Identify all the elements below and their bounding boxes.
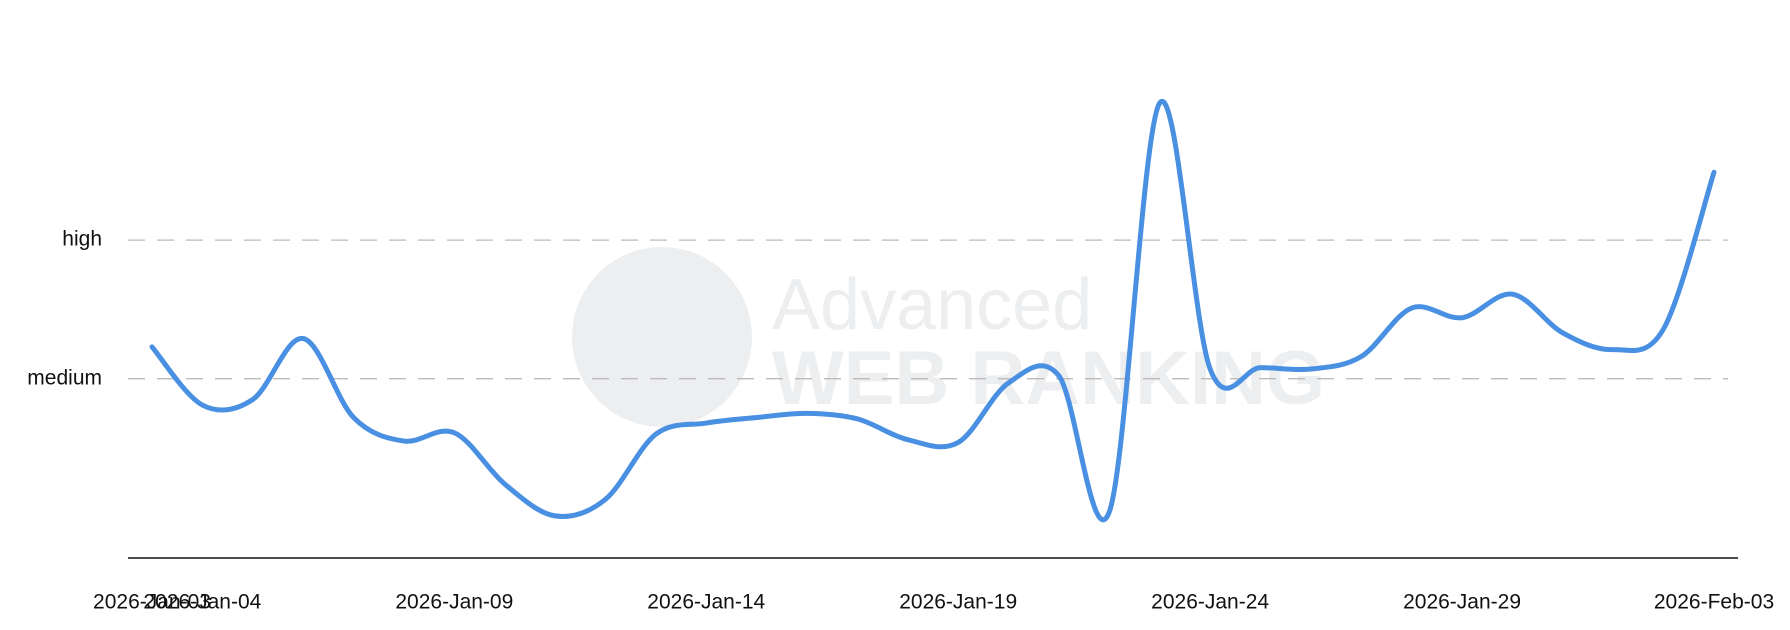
x-tick-label: 2026-Jan-14: [647, 591, 765, 614]
x-tick-label: 2026-Jan-29: [1403, 591, 1521, 614]
watermark-globe: [572, 247, 752, 427]
x-tick-label: 2026-Feb-03: [1654, 591, 1774, 614]
x-tick-label: 2026-Jan-09: [395, 591, 513, 614]
x-tick-label: 2026-Jan-24: [1151, 591, 1269, 614]
watermark-text: Advanced: [772, 265, 1092, 345]
data-line: [149, 98, 1717, 523]
x-tick-label: 2026-Jan-03: [93, 591, 211, 614]
y-tick-label: high: [62, 228, 102, 251]
x-tick-label: 2026-Jan-04: [143, 591, 261, 614]
x-tick-label: 2026-Jan-19: [899, 591, 1017, 614]
watermark: Advanced WEB RANKING: [572, 247, 1325, 427]
y-tick-label: medium: [27, 366, 102, 389]
